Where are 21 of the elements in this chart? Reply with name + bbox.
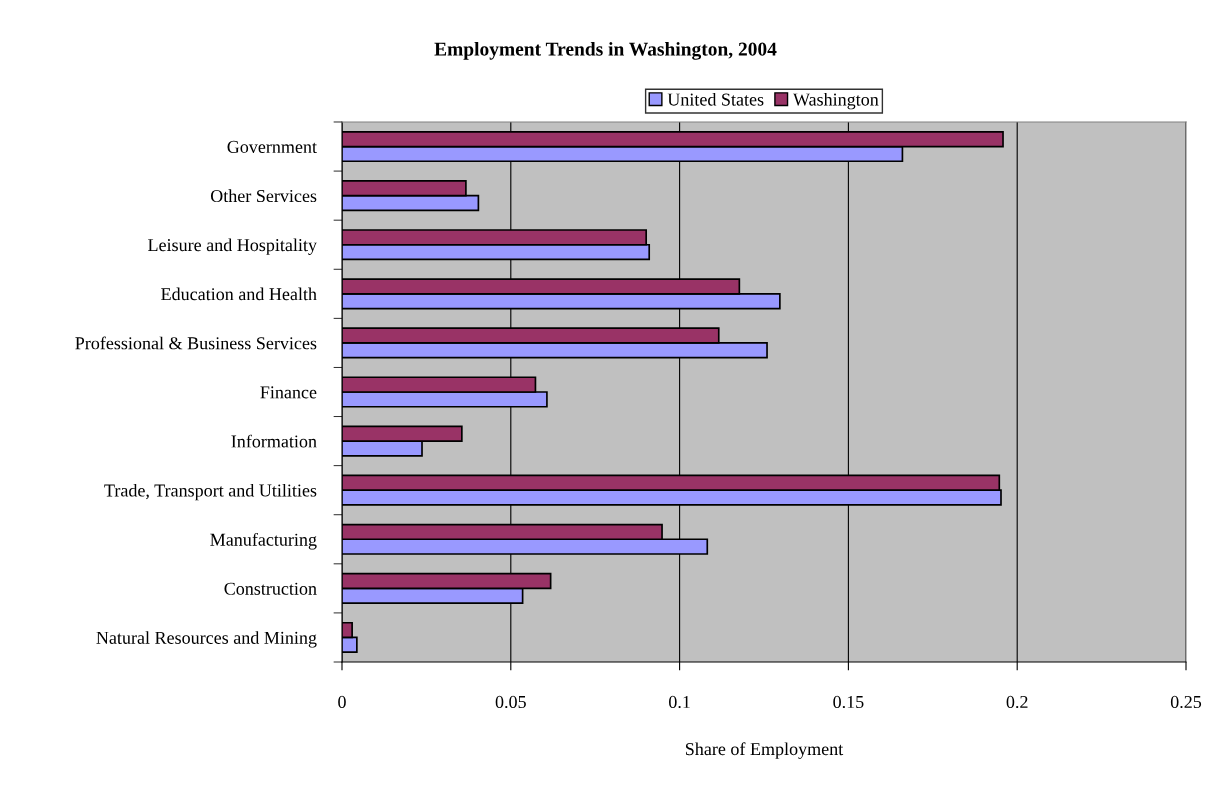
y-tick-label: Trade, Transport and Utilities	[104, 483, 317, 501]
y-tick-label: Finance	[260, 386, 317, 399]
y-tick-label: Information	[231, 434, 317, 448]
x-tick-label: 0.2	[1006, 695, 1028, 709]
y-tick-label: Leisure and Hospitality	[148, 238, 317, 255]
y-tick-label: Natural Resources and Mining	[96, 631, 317, 648]
x-tick-label: 0.05	[495, 695, 526, 709]
y-tick-label: Other Services	[210, 189, 317, 203]
x-tick-label: 0.1	[669, 695, 690, 709]
y-tick-label: Construction	[224, 582, 317, 595]
x-axis-title: Share of Employment	[685, 742, 844, 759]
x-tick-label: 0.25	[1170, 695, 1202, 709]
legend-label: United States	[667, 92, 764, 106]
y-tick-label: Government	[227, 140, 317, 153]
chart-title: Employment Trends in Washington, 2004	[434, 42, 777, 60]
legend-label: Washington	[792, 92, 879, 110]
x-tick-label: 0	[338, 695, 346, 709]
x-tick-label: 0.15	[833, 695, 864, 709]
y-tick-label: Professional & Business Services	[75, 336, 317, 350]
y-tick-label: Education and Health	[161, 287, 317, 301]
y-tick-label: Manufacturing	[210, 532, 317, 550]
